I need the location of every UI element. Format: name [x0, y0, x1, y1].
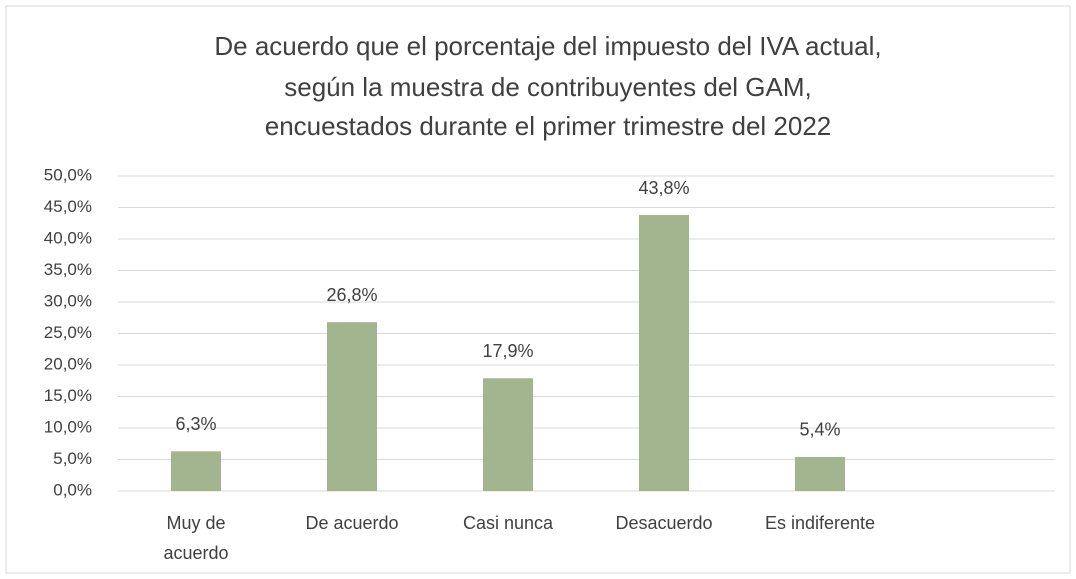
- y-tick-label: 25,0%: [44, 323, 92, 342]
- bar: [483, 378, 533, 491]
- x-tick-label: De acuerdo: [305, 513, 399, 533]
- y-tick-label: 30,0%: [44, 291, 92, 310]
- data-label: 17,9%: [482, 341, 533, 361]
- data-label: 26,8%: [326, 285, 377, 305]
- y-tick-label: 20,0%: [44, 354, 92, 373]
- data-label: 6,3%: [175, 414, 216, 434]
- bar: [795, 456, 845, 491]
- x-tick-label: Casi nunca: [462, 513, 554, 533]
- y-tick-label: 50,0%: [44, 165, 92, 184]
- y-tick-label: 0,0%: [53, 480, 92, 499]
- y-tick-label: 40,0%: [44, 228, 92, 247]
- bar: [327, 322, 377, 491]
- x-tick-label: Es indiferente: [764, 513, 876, 533]
- x-tick-label: Muy de acuerdo: [163, 513, 229, 563]
- y-tick-label: 10,0%: [44, 417, 92, 436]
- bar: [639, 215, 689, 491]
- chart-title: encuestados durante el primer trimestre …: [265, 111, 832, 141]
- bar: [171, 451, 221, 491]
- y-tick-label: 15,0%: [44, 386, 92, 405]
- chart-title: De acuerdo que el porcentaje del impuest…: [214, 31, 881, 61]
- data-label: 43,8%: [638, 178, 689, 198]
- y-tick-label: 35,0%: [44, 260, 92, 279]
- y-tick-label: 5,0%: [53, 449, 92, 468]
- y-tick-label: 45,0%: [44, 197, 92, 216]
- data-label: 5,4%: [799, 420, 840, 440]
- chart-title: según la muestra de contribuyentes del G…: [284, 72, 812, 102]
- x-tick-label: Desacuerdo: [615, 513, 713, 533]
